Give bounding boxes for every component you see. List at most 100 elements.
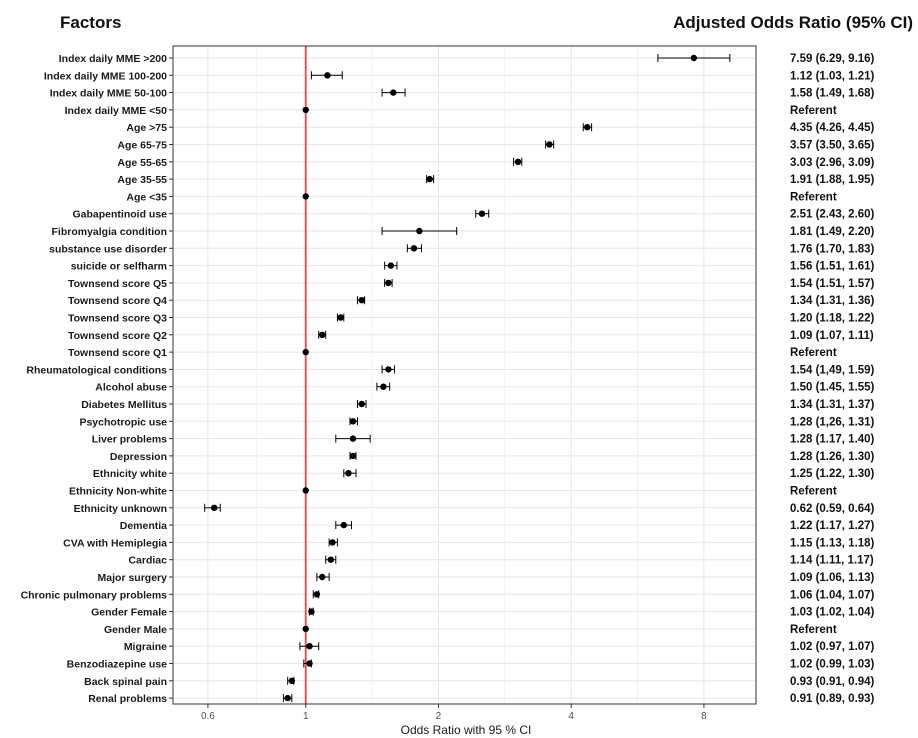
forest-row-mark — [336, 313, 345, 322]
factor-label: Index daily MME 50-100 — [50, 88, 167, 100]
forest-row-mark — [381, 365, 396, 374]
odds-ratio-value: 1.58 (1.49, 1.68) — [790, 88, 875, 100]
odds-ratio-point — [302, 106, 309, 114]
forest-row-mark — [325, 555, 337, 564]
odds-ratio-point — [308, 608, 315, 615]
odds-ratio-value: 1.81 (1.49, 2.20) — [790, 226, 875, 238]
odds-ratio-value: 1.06 (1.04, 1.07) — [790, 589, 875, 601]
odds-ratio-value: 1.54 (1,49, 1.59) — [790, 364, 875, 376]
forest-row-mark — [287, 676, 296, 685]
factor-label: Rheumatological conditions — [26, 364, 167, 376]
odds-ratio-value: 1.50 (1.45, 1.55) — [790, 382, 875, 394]
factor-label: Psychotropic use — [79, 416, 167, 428]
factor-label: Ethnicity unknown — [74, 503, 167, 515]
factor-label: Age 35-55 — [117, 174, 167, 186]
odds-ratio-point — [284, 694, 291, 702]
odds-ratio-point — [584, 124, 591, 131]
odds-ratio-point — [385, 366, 392, 373]
forest-row-mark — [310, 71, 343, 80]
odds-ratio-value: Referent — [790, 191, 837, 203]
factor-label: Index daily MME >200 — [59, 53, 167, 65]
odds-ratio-point — [349, 435, 357, 442]
forest-row-mark — [376, 382, 391, 391]
forest-row-mark — [657, 54, 731, 62]
factor-label: Age <35 — [126, 191, 167, 203]
forest-row-mark — [302, 106, 309, 114]
odds-ratio-point — [306, 660, 313, 667]
factor-label: Cardiac — [128, 555, 167, 567]
odds-ratio-point — [302, 625, 309, 633]
forest-row-mark — [335, 521, 353, 530]
odds-ratio-point — [390, 89, 397, 96]
odds-ratio-value: 3.57 (3.50, 3.65) — [790, 140, 875, 152]
x-tick-label: 1 — [303, 711, 309, 722]
forest-row-mark — [343, 469, 357, 478]
odds-ratio-header: Adjusted Odds Ratio (95% CI) — [673, 13, 913, 32]
forest-row-mark — [356, 296, 366, 305]
odds-ratio-point — [340, 521, 348, 529]
odds-ratio-value: 0.91 (0.89, 0.93) — [790, 693, 875, 705]
odds-ratio-point — [410, 245, 418, 252]
factor-label: Townsend score Q5 — [68, 278, 167, 290]
odds-ratio-value: 3.03 (2.96, 3.09) — [790, 157, 875, 169]
forest-row-mark — [312, 590, 321, 599]
x-tick-label: 0.6 — [201, 711, 215, 722]
factor-label: substance use disorder — [49, 243, 167, 255]
forest-row-mark — [302, 193, 309, 200]
factor-label: Depression — [110, 451, 167, 463]
forest-row-mark — [328, 538, 338, 547]
forest-row-mark — [302, 625, 309, 633]
factor-label: Migraine — [124, 641, 167, 653]
odds-ratio-point — [302, 193, 309, 200]
odds-ratio-point — [690, 54, 698, 62]
odds-ratio-point — [319, 331, 326, 338]
x-tick-label: 4 — [568, 711, 574, 722]
odds-ratio-point — [319, 573, 326, 581]
forest-row-mark — [303, 659, 313, 668]
odds-ratio-value: Referent — [790, 347, 837, 359]
x-tick-label: 8 — [701, 711, 707, 722]
odds-ratio-point — [302, 348, 309, 356]
factor-label: Major surgery — [98, 572, 168, 584]
odds-ratio-value: 1.34 (1.31, 1.37) — [790, 399, 875, 411]
forest-row-mark — [381, 88, 406, 97]
odds-ratio-point — [416, 227, 423, 235]
factor-label: suicide or selfharm — [71, 261, 167, 273]
odds-ratio-value: 1.22 (1.17, 1.27) — [790, 520, 875, 532]
odds-ratio-value: 1.56 (1.51, 1.61) — [790, 261, 875, 273]
odds-ratio-value: 0.62 (0.59, 0.64) — [790, 503, 875, 515]
odds-ratio-point — [426, 175, 433, 183]
odds-ratio-value: 1.25 (1.22, 1.30) — [790, 468, 875, 480]
odds-ratio-point — [327, 556, 335, 563]
forest-row-mark — [349, 417, 358, 426]
odds-ratio-value: 1.12 (1.03, 1.21) — [790, 70, 875, 82]
factor-label: Index daily MME 100-200 — [44, 70, 167, 82]
odds-ratio-value: 1.02 (0.99, 1.03) — [790, 659, 875, 671]
factor-label: Dementia — [120, 520, 167, 532]
odds-ratio-value: 1.03 (1.02, 1.04) — [790, 607, 875, 619]
odds-ratio-point — [345, 470, 352, 477]
odds-ratio-point — [349, 452, 357, 460]
odds-ratio-value: 1.34 (1.31, 1.36) — [790, 295, 875, 307]
factor-label: Renal problems — [88, 693, 167, 705]
forest-row-mark — [384, 261, 398, 270]
factor-label: Townsend score Q4 — [68, 295, 167, 307]
forest-row-mark — [582, 123, 593, 132]
odds-ratio-value: Referent — [790, 486, 837, 498]
odds-ratio-point — [514, 158, 522, 165]
odds-ratio-value: 1.54 (1.51, 1.57) — [790, 278, 875, 290]
factor-label: Liver problems — [92, 434, 167, 446]
odds-ratio-value: Referent — [790, 105, 837, 117]
factor-label: Index daily MME <50 — [65, 105, 168, 117]
odds-ratio-value: 1.28 (1,26, 1.31) — [790, 416, 875, 428]
odds-ratio-value: 1.76 (1.70, 1.83) — [790, 243, 875, 255]
factor-label: Ethnicity white — [93, 468, 167, 480]
odds-ratio-point — [210, 504, 218, 511]
forest-row-mark — [475, 209, 490, 218]
forest-row-mark — [335, 434, 371, 443]
odds-ratio-point — [329, 539, 336, 546]
factor-label: Chronic pulmonary problems — [21, 589, 168, 601]
odds-ratio-point — [302, 487, 309, 494]
factor-labels: Index daily MME >200 Index daily MME 100-… — [21, 53, 173, 705]
